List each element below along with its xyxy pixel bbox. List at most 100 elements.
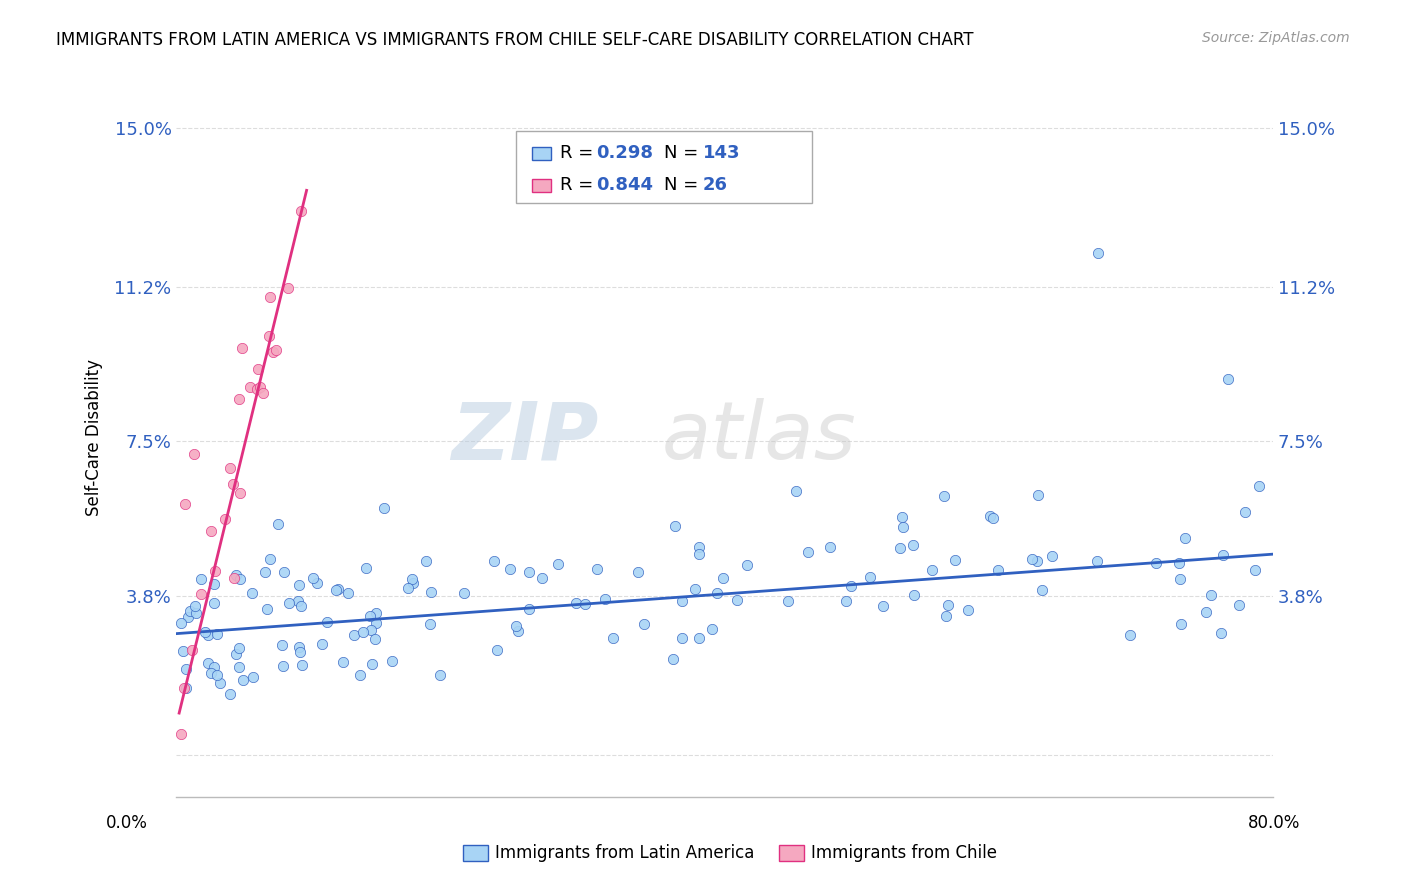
Text: N =: N = — [664, 177, 704, 194]
Point — [219, 461, 242, 475]
Point — [186, 606, 208, 620]
Point — [177, 610, 200, 624]
Point — [326, 582, 349, 596]
Point — [943, 553, 966, 567]
Point — [202, 577, 225, 591]
Point — [1243, 562, 1265, 576]
Point — [683, 582, 706, 596]
Point — [1144, 556, 1167, 570]
Point — [1199, 588, 1222, 602]
Point — [1026, 488, 1049, 502]
Point — [214, 512, 236, 526]
Point — [415, 554, 437, 568]
Point — [633, 616, 655, 631]
Point — [1119, 628, 1142, 642]
Point — [231, 341, 253, 355]
Point — [246, 361, 269, 376]
Point — [364, 615, 387, 630]
Point — [1212, 548, 1234, 562]
Point — [288, 577, 311, 591]
Point — [364, 606, 387, 620]
Point — [332, 655, 354, 669]
Point — [354, 561, 377, 575]
Point — [671, 593, 693, 607]
Point — [671, 631, 693, 645]
Point — [401, 576, 423, 591]
Point — [1195, 606, 1218, 620]
Text: Immigrants from Chile: Immigrants from Chile — [811, 844, 997, 862]
Point — [225, 647, 247, 661]
Point — [1218, 371, 1240, 385]
Point — [288, 645, 311, 659]
Point — [288, 640, 311, 654]
Point — [290, 599, 312, 613]
Point — [190, 572, 212, 586]
Point — [901, 538, 924, 552]
Point — [593, 592, 616, 607]
Point — [194, 625, 217, 640]
FancyBboxPatch shape — [516, 131, 813, 203]
Point — [200, 524, 222, 539]
Point — [453, 586, 475, 600]
Point — [903, 588, 925, 602]
Point — [711, 571, 734, 585]
Point — [419, 617, 441, 632]
Point — [360, 623, 382, 637]
Point — [688, 631, 710, 645]
Point — [267, 516, 290, 531]
Point — [170, 727, 193, 741]
Point — [174, 661, 197, 675]
Point — [228, 640, 250, 655]
Point — [889, 541, 911, 555]
Point — [183, 447, 205, 461]
Point — [359, 608, 381, 623]
Point — [228, 486, 250, 500]
Point — [242, 670, 264, 684]
Point — [271, 659, 294, 673]
Point — [1087, 246, 1109, 260]
Point — [499, 561, 522, 575]
Point — [336, 585, 359, 599]
Point — [311, 637, 333, 651]
Point — [218, 687, 240, 701]
Point — [381, 655, 404, 669]
Point — [262, 345, 284, 359]
Point — [277, 596, 299, 610]
Point — [706, 585, 728, 599]
Point — [364, 632, 387, 646]
Point — [482, 553, 505, 567]
Point — [273, 565, 295, 579]
Point — [835, 593, 858, 607]
Point — [349, 667, 371, 681]
Point — [307, 576, 329, 591]
Point — [229, 572, 252, 586]
Text: Immigrants from Latin America: Immigrants from Latin America — [495, 844, 754, 862]
Point — [197, 628, 219, 642]
Point — [200, 666, 222, 681]
Point — [259, 289, 281, 303]
Point — [207, 627, 229, 641]
Point — [1026, 554, 1049, 568]
Text: 80.0%: 80.0% — [1249, 814, 1301, 831]
Point — [239, 380, 262, 394]
Point — [204, 564, 226, 578]
Point — [818, 540, 841, 554]
Point — [174, 681, 197, 696]
Point — [785, 483, 807, 498]
Point — [932, 489, 955, 503]
Point — [859, 570, 882, 584]
Point — [872, 599, 894, 614]
Point — [725, 593, 748, 607]
Point — [179, 604, 201, 618]
Point — [291, 658, 314, 673]
Point — [301, 571, 323, 585]
Point — [190, 587, 212, 601]
Point — [249, 379, 271, 393]
Point — [221, 476, 243, 491]
Point — [688, 547, 710, 561]
Text: atlas: atlas — [661, 398, 856, 476]
Point — [287, 594, 309, 608]
Point — [1234, 505, 1257, 519]
Point — [277, 280, 299, 294]
Point — [981, 511, 1004, 525]
